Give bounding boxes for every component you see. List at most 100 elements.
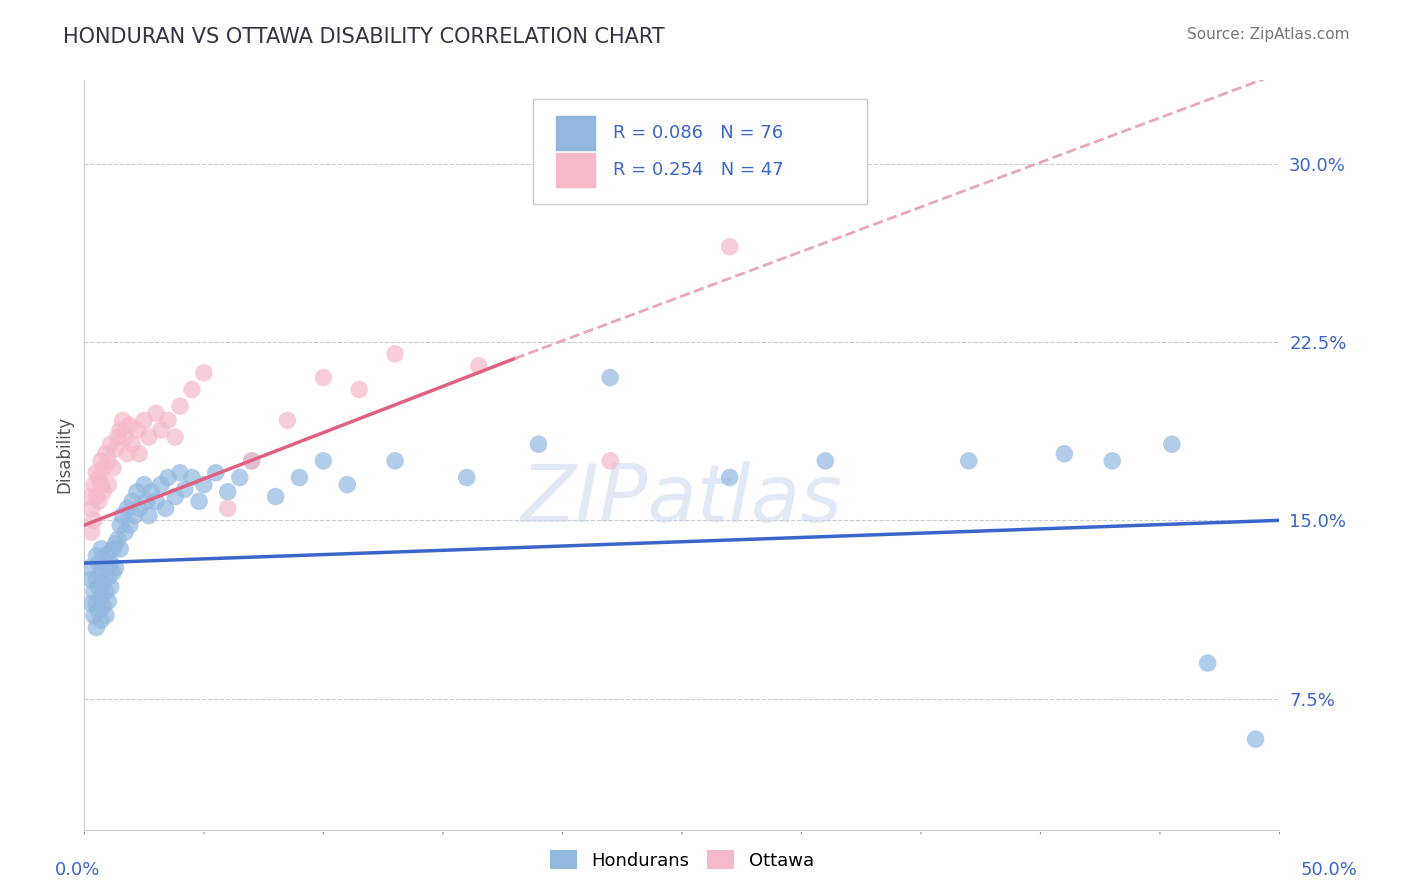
Point [87,494,110,508]
Point [87,580,110,594]
Point [83,477,105,491]
Point [110,541,132,556]
Point [90,477,112,491]
Point [94,608,117,623]
Point [87,470,110,484]
Point [718,240,741,254]
Point [93,551,115,566]
Point [125,423,148,437]
Point [814,454,837,468]
Point [86,466,108,480]
Point [205,466,228,480]
Point [86,490,108,504]
Text: Source: ZipAtlas.com: Source: ZipAtlas.com [1187,27,1350,42]
Point [124,508,146,523]
Point [104,537,127,551]
Point [100,580,122,594]
Point [97,454,120,468]
Point [93,484,115,499]
Point [599,370,621,384]
Point [132,413,156,427]
Point [145,494,167,508]
Point [468,359,491,373]
Point [93,461,115,475]
Point [121,437,143,451]
Point [1053,447,1076,461]
Point [165,430,187,444]
Point [718,470,741,484]
Text: 50.0%: 50.0% [1301,861,1357,879]
Point [118,418,141,433]
Point [101,566,124,580]
Point [111,508,134,523]
Point [100,556,122,570]
Point [83,513,105,527]
Point [111,413,134,427]
Point [1101,454,1123,468]
Point [240,454,263,468]
Point [110,518,132,533]
Text: ZIPatlas: ZIPatlas [520,461,844,539]
Point [349,383,371,397]
Point [94,561,117,575]
Point [86,573,108,587]
Point [599,454,621,468]
Point [132,477,156,491]
Point [141,484,163,499]
Point [94,584,117,599]
Point [456,470,478,484]
Point [128,501,150,516]
Point [240,454,263,468]
Point [169,466,191,480]
Point [97,477,120,491]
Point [814,169,837,183]
Point [155,501,177,516]
Point [107,430,129,444]
Point [125,484,148,499]
Point [97,570,120,584]
Point [149,477,172,491]
Point [90,590,112,604]
Text: 0.0%: 0.0% [55,861,100,879]
Point [97,547,120,561]
Point [193,477,215,491]
Text: R = 0.086   N = 76: R = 0.086 N = 76 [613,124,783,142]
Point [80,573,103,587]
Point [312,454,335,468]
Point [165,490,187,504]
Point [94,447,117,461]
Point [217,484,239,499]
Point [527,437,550,451]
Point [181,383,204,397]
Point [86,620,108,634]
Point [135,494,157,508]
Point [138,430,160,444]
Point [80,525,103,540]
Point [90,454,112,468]
Point [87,556,110,570]
Point [86,549,108,563]
Point [83,584,105,599]
Point [114,525,136,540]
Point [77,490,100,504]
Point [80,597,103,611]
Point [264,490,287,504]
Y-axis label: Disability: Disability [55,417,73,493]
Point [86,597,108,611]
Point [101,461,124,475]
Point [104,442,127,456]
Point [1244,732,1267,747]
Point [104,561,127,575]
Point [114,430,136,444]
Point [157,470,180,484]
Legend: Hondurans, Ottawa: Hondurans, Ottawa [543,843,821,877]
Point [173,483,195,497]
Point [107,533,129,547]
Point [145,406,167,420]
Point [117,501,139,516]
Point [90,541,112,556]
Point [77,561,100,575]
Point [93,599,115,613]
Point [100,437,122,451]
Point [138,508,160,523]
